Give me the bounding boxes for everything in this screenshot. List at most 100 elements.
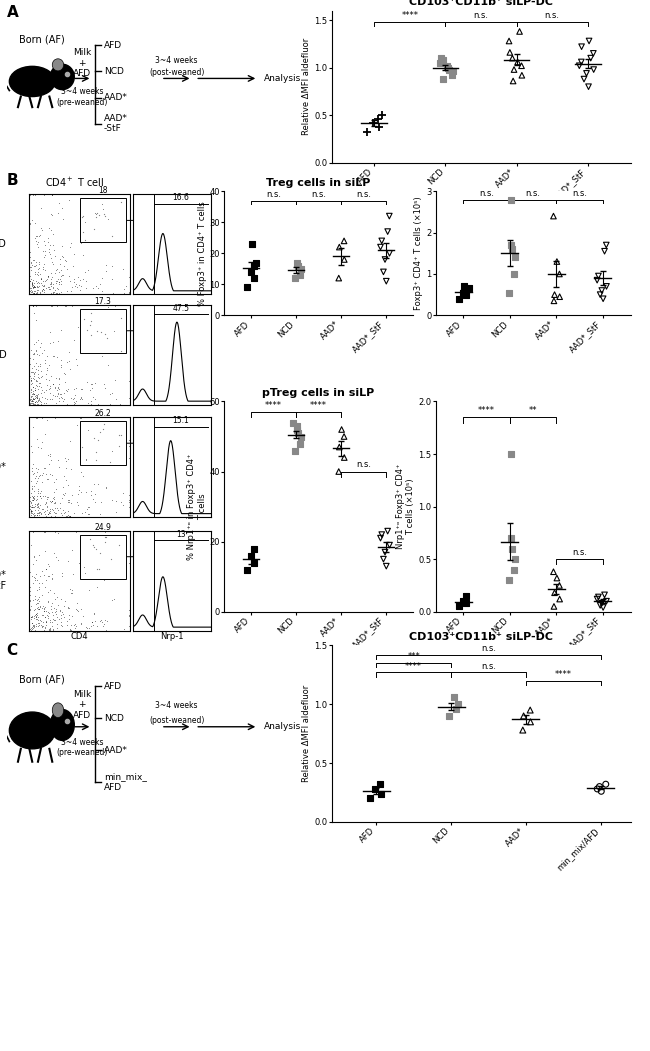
Point [31, 227, 41, 244]
Point [55, 499, 65, 516]
Point [25, 500, 35, 517]
Point [68, 565, 79, 582]
Bar [79, 199, 126, 243]
Point [38, 243, 48, 260]
Point [76, 277, 86, 294]
Point [53, 611, 64, 627]
Point [27, 211, 37, 228]
Point [42, 502, 52, 519]
Text: n.s.: n.s. [545, 12, 560, 20]
Point [36, 271, 46, 288]
Point [36, 269, 47, 286]
Point [29, 602, 39, 619]
Point [517, 67, 527, 84]
Point [41, 614, 51, 631]
Point [48, 387, 58, 404]
Point [38, 384, 49, 400]
Point [40, 394, 51, 411]
Point [362, 124, 372, 141]
Point [38, 460, 49, 477]
Point [44, 604, 54, 621]
Point [31, 467, 42, 483]
Point [43, 506, 53, 522]
Point [40, 488, 50, 504]
Point [519, 707, 529, 724]
Point [71, 618, 81, 635]
Point [62, 617, 72, 634]
Point [459, 277, 469, 294]
Point [118, 281, 129, 297]
Point [28, 466, 38, 482]
Point [83, 262, 94, 279]
Point [368, 115, 378, 131]
Point [37, 283, 47, 300]
Point [55, 386, 66, 403]
Point [69, 395, 79, 412]
Point [33, 391, 44, 408]
Point [49, 348, 59, 365]
Point [25, 502, 36, 519]
Point [55, 602, 65, 619]
Point [81, 483, 91, 500]
Point [27, 364, 37, 380]
Point [26, 382, 36, 398]
Point [46, 275, 56, 292]
Point [66, 584, 76, 601]
Point [63, 494, 73, 511]
Text: Analysis: Analysis [264, 74, 301, 83]
Point [30, 259, 40, 275]
Point [36, 378, 46, 395]
Point [29, 257, 40, 274]
Point [92, 280, 103, 296]
Point [118, 261, 128, 277]
Point [33, 574, 44, 591]
Point [47, 621, 58, 638]
Point [40, 561, 51, 578]
Text: Milk
+
AFD: Milk + AFD [73, 689, 92, 720]
Point [56, 322, 66, 338]
Point [62, 507, 73, 523]
Point [80, 213, 90, 230]
Point [30, 279, 40, 295]
Point [91, 452, 101, 469]
Point [381, 273, 391, 290]
Point [593, 589, 604, 605]
Point [54, 275, 64, 292]
Point [374, 776, 385, 792]
Point [554, 591, 565, 607]
Point [31, 551, 42, 568]
Point [111, 493, 122, 510]
Point [32, 501, 43, 518]
Point [376, 232, 387, 249]
Point [41, 494, 51, 511]
Point [29, 488, 40, 504]
Point [33, 227, 44, 244]
Point [31, 277, 42, 294]
Point [462, 595, 472, 612]
Text: ***: *** [408, 653, 420, 661]
Point [32, 396, 43, 413]
Point [40, 459, 51, 476]
Point [72, 279, 82, 295]
Point [598, 290, 608, 307]
Point [512, 54, 523, 70]
Point [66, 279, 77, 295]
Point [42, 412, 52, 429]
Point [448, 63, 458, 80]
Point [90, 390, 100, 407]
Point [29, 279, 40, 295]
Point [28, 279, 38, 295]
Point [62, 380, 73, 397]
Point [27, 498, 37, 515]
Point [62, 283, 72, 300]
Text: n.s.: n.s. [481, 662, 496, 671]
Ellipse shape [9, 66, 55, 97]
Point [54, 274, 64, 291]
Point [26, 282, 36, 298]
Text: 3~4 weeks
(pre-weaned): 3~4 weeks (pre-weaned) [57, 738, 108, 757]
Point [66, 541, 77, 558]
Point [25, 507, 36, 523]
Point [50, 508, 60, 524]
Point [378, 264, 389, 281]
Point [24, 208, 34, 225]
